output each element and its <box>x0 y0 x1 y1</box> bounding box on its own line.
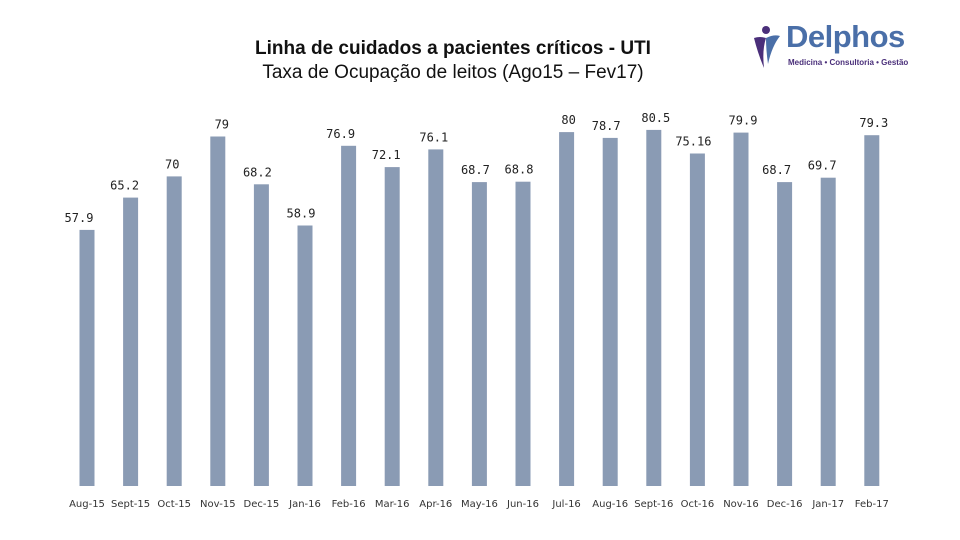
data-label-nov-16: 79.9 <box>729 114 758 128</box>
bar-aug-15 <box>79 229 95 486</box>
bar-aug-16 <box>602 137 618 486</box>
data-label-feb-16: 76.9 <box>326 127 355 141</box>
data-labels-group: 57.9 65.2 70 79 68.2 58.9 76.9 72.1 76.1 68.7 68.8… <box>65 111 889 225</box>
x-tick-mar-16: Mar-16 <box>375 499 410 510</box>
x-tick-sept-15: Sept-15 <box>111 499 150 510</box>
data-label-aug-15: 57.9 <box>65 211 94 225</box>
chart-subtitle: Taxa de Ocupação de leitos (Ago15 – Fev1… <box>262 62 644 83</box>
data-label-dec-15: 68.2 <box>243 165 272 179</box>
data-label-mar-16: 72.1 <box>372 148 401 162</box>
data-label-nov-15: 79 <box>215 118 229 132</box>
data-label-feb-17: 79.3 <box>859 116 888 130</box>
bars-group <box>79 129 880 487</box>
x-tick-jun-16: Jun-16 <box>506 499 539 510</box>
data-label-dec-16: 68.7 <box>762 163 791 177</box>
data-label-oct-16: 75.16 <box>675 135 711 149</box>
bar-may-16 <box>471 182 487 486</box>
x-tick-nov-15: Nov-15 <box>200 499 236 510</box>
x-tick-jul-16: Jul-16 <box>551 499 580 510</box>
bar-dec-15 <box>253 184 269 487</box>
x-tick-oct-15: Oct-15 <box>157 499 191 510</box>
bar-jul-16 <box>559 132 575 486</box>
data-label-jun-16: 68.8 <box>505 163 534 177</box>
bar-nov-16 <box>733 132 749 486</box>
chart-title: Linha de cuidados a pacientes críticos -… <box>255 38 651 59</box>
bar-sept-15 <box>123 197 139 486</box>
x-tick-nov-16: Nov-16 <box>723 499 759 510</box>
chart-title-block: Linha de cuidados a pacientes críticos -… <box>0 37 906 85</box>
bar-sept-16 <box>646 129 662 486</box>
bar-mar-16 <box>384 167 400 486</box>
x-tick-oct-16: Oct-16 <box>681 499 715 510</box>
data-label-jan-17: 69.7 <box>808 159 837 173</box>
data-label-aug-16: 78.7 <box>592 119 621 133</box>
x-tick-feb-16: Feb-16 <box>332 499 366 510</box>
bar-jan-17 <box>820 177 836 486</box>
x-tick-jan-16: Jan-16 <box>288 499 321 510</box>
x-tick-aug-16: Aug-16 <box>592 499 628 510</box>
x-tick-aug-15: Aug-15 <box>69 499 105 510</box>
bar-nov-15 <box>210 136 226 486</box>
bar-oct-16 <box>689 153 705 486</box>
x-tick-dec-16: Dec-16 <box>767 499 803 510</box>
x-tick-sept-16: Sept-16 <box>634 499 673 510</box>
bar-feb-16 <box>341 145 357 487</box>
data-label-oct-15: 70 <box>165 157 179 171</box>
x-tick-may-16: May-16 <box>461 499 498 510</box>
data-label-may-16: 68.7 <box>461 163 490 177</box>
x-tick-apr-16: Apr-16 <box>419 499 452 510</box>
data-label-sept-15: 65.2 <box>110 179 139 193</box>
x-tick-jan-17: Jan-17 <box>811 499 844 510</box>
bar-jan-16 <box>297 225 313 486</box>
bar-dec-16 <box>777 182 793 486</box>
bar-apr-16 <box>428 149 444 486</box>
bar-feb-17 <box>864 135 880 486</box>
logo-tagline: Medicina • Consultoria • Gestão <box>788 58 909 67</box>
logo-figure-icon <box>754 26 780 68</box>
data-label-jan-16: 58.9 <box>287 207 316 221</box>
x-tick-dec-15: Dec-15 <box>244 499 280 510</box>
logo-name: Delphos <box>786 19 905 54</box>
bar-jun-16 <box>515 181 531 486</box>
x-tick-labels-group: Aug-15 Sept-15 Oct-15 Nov-15 Dec-15 Jan-16 Feb… <box>69 499 889 510</box>
delphos-logo: Delphos Medicina • Consultoria • Gestão <box>750 19 930 72</box>
x-tick-feb-17: Feb-17 <box>855 499 889 510</box>
data-label-apr-16: 76.1 <box>419 130 448 144</box>
data-label-sept-16: 80.5 <box>641 111 670 125</box>
bar-oct-15 <box>166 176 182 486</box>
data-label-jul-16: 80 <box>561 113 575 127</box>
